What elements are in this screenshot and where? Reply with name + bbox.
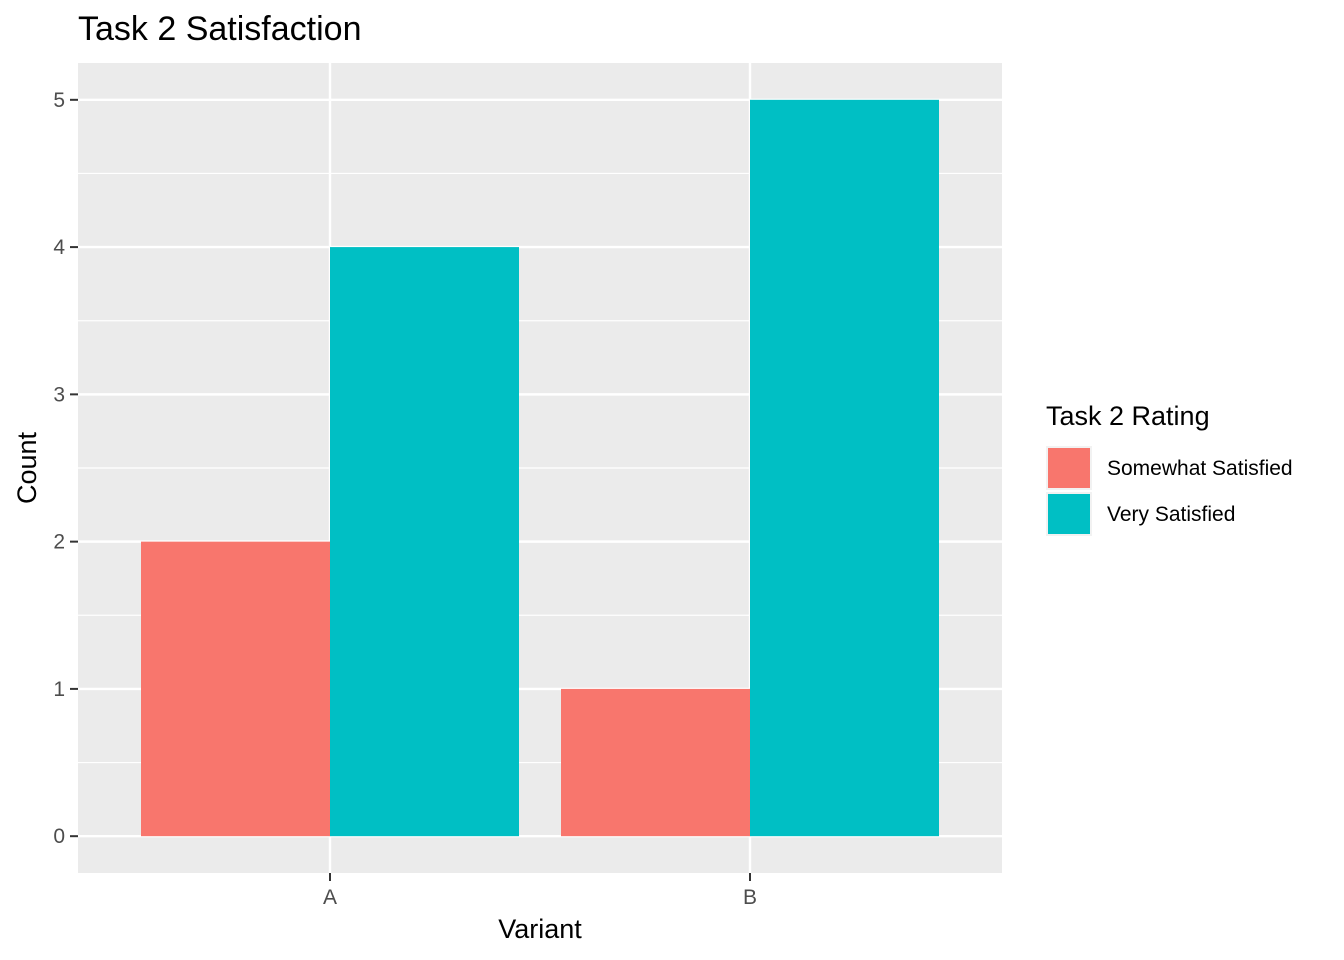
y-tick-label: 3 [53,383,65,406]
legend-swatch [1048,448,1090,488]
y-tick-label: 5 [53,89,65,112]
x-tick-label: B [743,886,757,909]
legend-label: Very Satisfied [1107,503,1235,526]
bar-very-satisfied-a [330,247,519,837]
y-tick-label: 0 [53,825,65,848]
bar-somewhat-satisfied-a [141,541,330,837]
legend-label: Somewhat Satisfied [1107,457,1293,480]
bars [141,99,939,837]
y-tick-label: 2 [53,531,65,554]
legend-items: Somewhat Satisfied Very Satisfied [1046,446,1293,536]
axes: 0 1 2 3 4 5 A B [53,89,757,909]
chart-title: Task 2 Satisfaction [78,10,361,48]
x-tick-label: A [323,886,337,909]
y-tick-label: 1 [53,678,65,701]
y-axis-title: Count [12,431,42,504]
y-tick-label: 4 [53,236,65,259]
bar-very-satisfied-b [750,99,939,837]
legend-title: Task 2 Rating [1046,401,1210,431]
legend: Task 2 Rating Somewhat Satisfied Very Sat… [1046,401,1293,536]
legend-swatch [1048,494,1090,534]
x-axis-title: Variant [498,914,582,944]
bar-somewhat-satisfied-b [561,688,750,837]
